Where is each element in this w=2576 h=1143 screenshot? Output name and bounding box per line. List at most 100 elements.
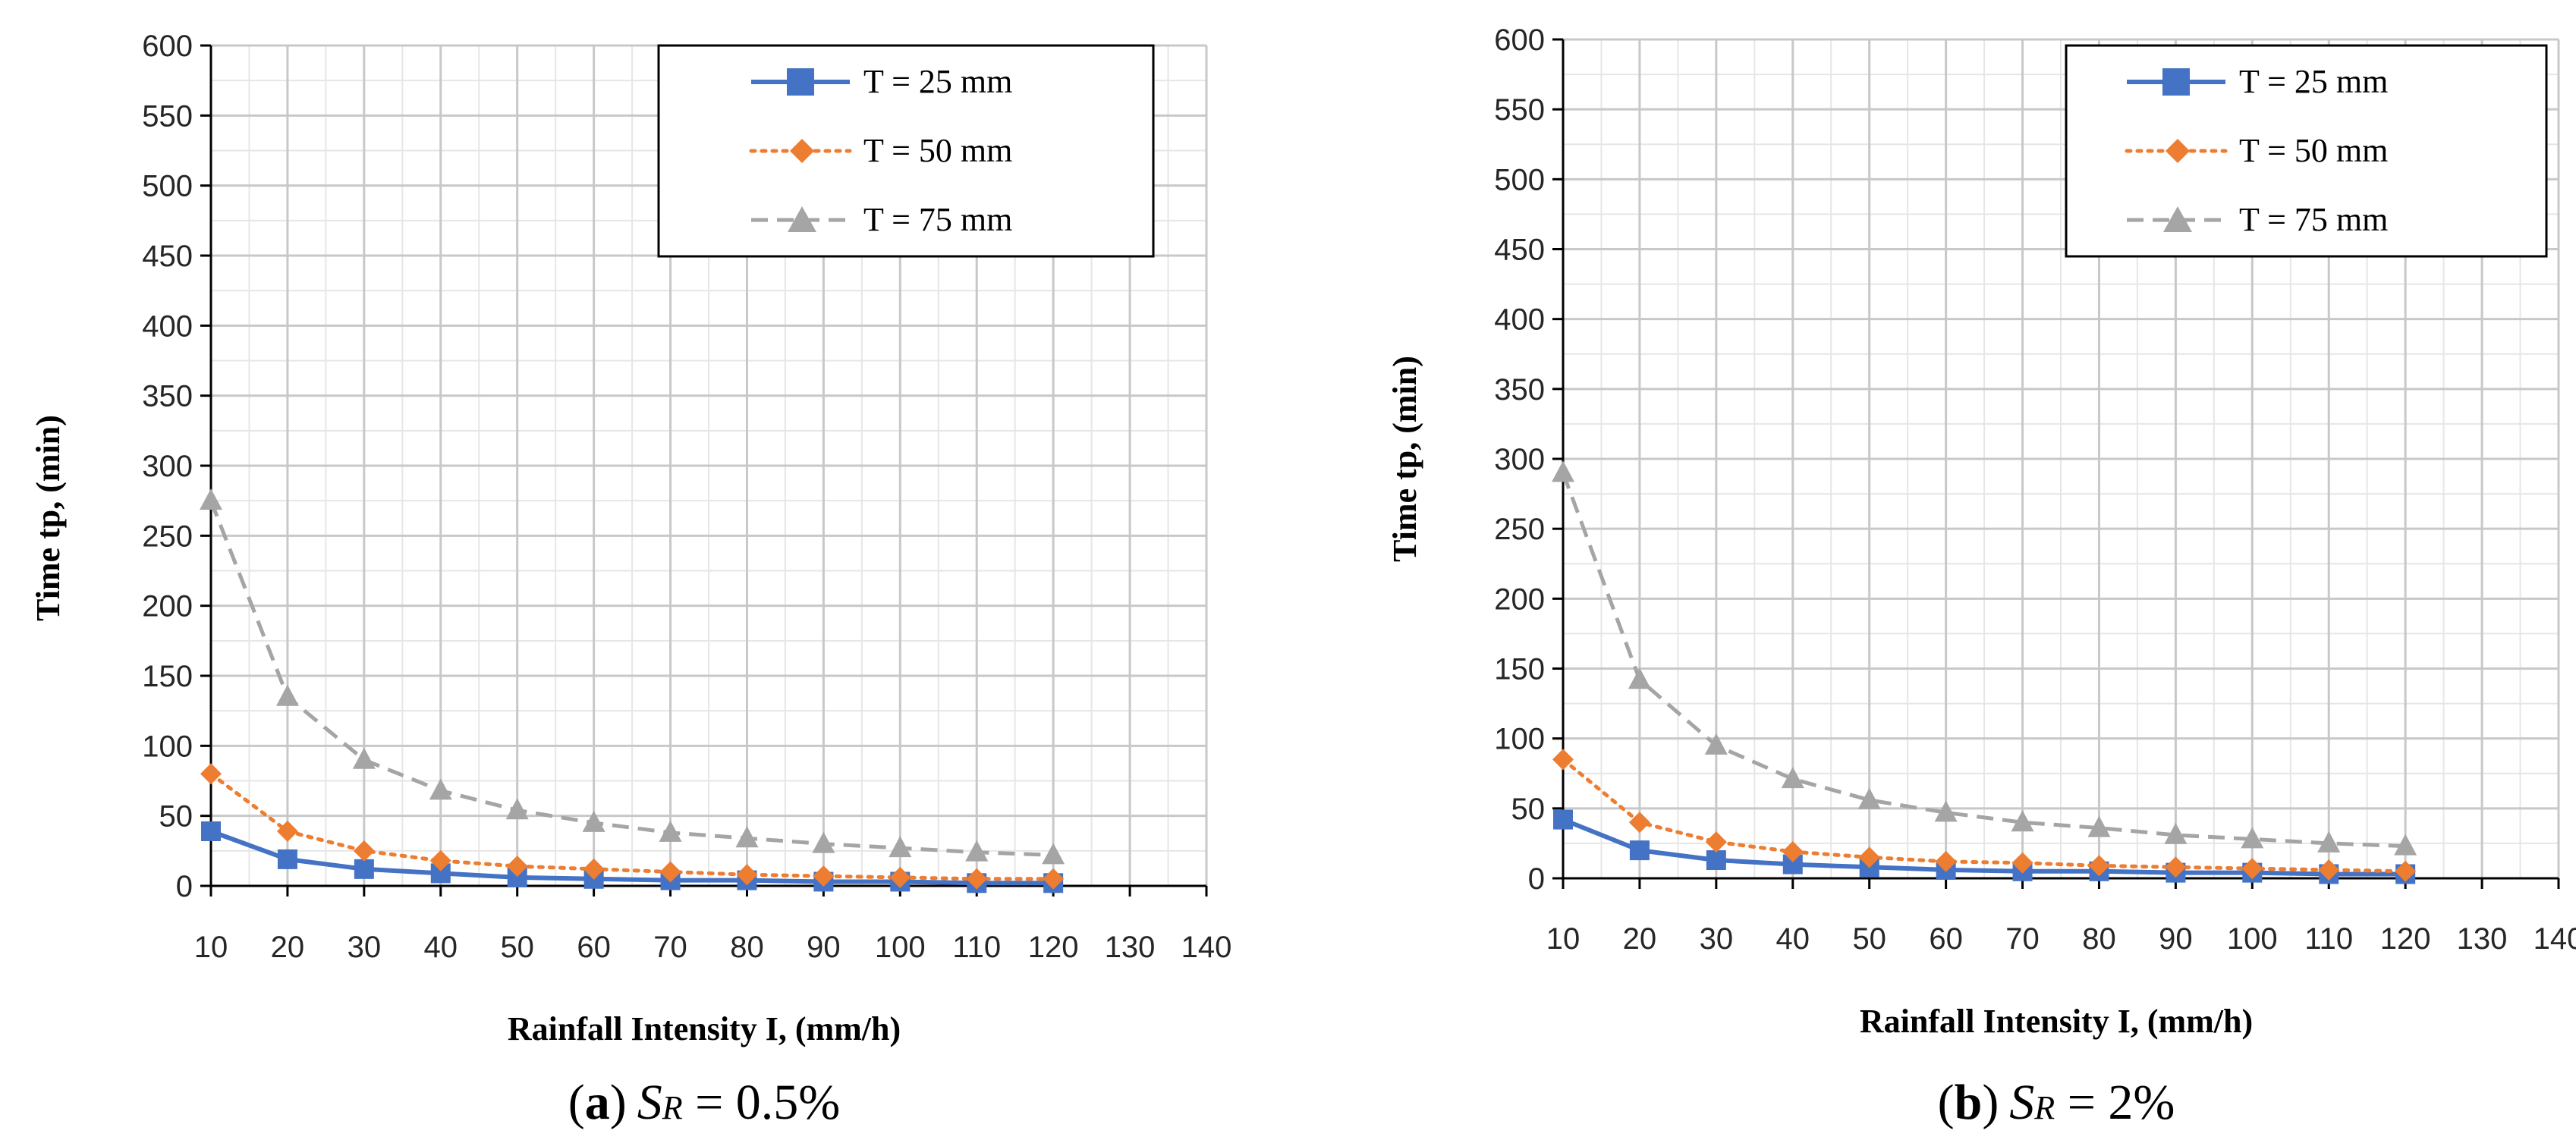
legend-triangle-icon bbox=[2163, 206, 2192, 232]
data-point-triangle bbox=[352, 747, 376, 769]
axes bbox=[1552, 38, 2560, 889]
data-point-diamond bbox=[2011, 852, 2033, 874]
y-tick-label: 450 bbox=[142, 240, 193, 273]
legend-entry-1: T = 25 mm bbox=[751, 63, 1012, 100]
x-tick-label: 80 bbox=[2082, 922, 2116, 956]
x-axis-label: Rainfall Intensity I, (mm/h) bbox=[1860, 1003, 2253, 1040]
legend-label-2: T = 50 mm bbox=[863, 132, 1012, 169]
y-tick-label: 350 bbox=[1494, 373, 1545, 407]
caption-paren-open: ( bbox=[568, 1075, 585, 1130]
legend-entry-2: T = 50 mm bbox=[749, 132, 1012, 169]
y-tick-label: 250 bbox=[142, 520, 193, 553]
x-tick-label: 140 bbox=[2534, 922, 2576, 956]
legend-square-icon bbox=[787, 68, 814, 96]
data-point-diamond bbox=[1935, 850, 1957, 872]
x-tick-label: 30 bbox=[1700, 922, 1734, 956]
data-point-square bbox=[277, 849, 297, 869]
data-point-triangle bbox=[429, 778, 452, 800]
series-line-1 bbox=[209, 829, 1054, 886]
x-tick-label: 120 bbox=[2380, 922, 2431, 956]
caption-a: (a) SR = 0.5% bbox=[568, 1075, 841, 1130]
y-tick-label: 200 bbox=[142, 590, 193, 623]
data-point-diamond bbox=[966, 868, 988, 890]
data-point-triangle bbox=[2317, 831, 2341, 853]
legend-diamond-icon bbox=[2166, 139, 2190, 163]
y-tick-labels: 0 50 100 150 200 250 300 350 400 450 500 550 600 bbox=[1494, 24, 1545, 896]
y-axis-label: Time tp, (min) bbox=[1386, 356, 1423, 562]
data-point-triangle bbox=[889, 836, 912, 858]
y-tick-label: 400 bbox=[1494, 303, 1545, 337]
x-tick-label: 140 bbox=[1181, 931, 1232, 964]
data-point-triangle bbox=[2394, 834, 2417, 856]
data-point-diamond bbox=[889, 866, 911, 888]
x-tick-labels: 10 20 30 40 50 60 70 80 90 100 110 120 130 140 bbox=[1546, 922, 2576, 956]
series-line-1 bbox=[1562, 817, 2406, 877]
caption-var: S bbox=[637, 1075, 662, 1130]
data-point-diamond bbox=[1043, 868, 1065, 890]
caption-subscript: R bbox=[2033, 1089, 2055, 1126]
legend-square-icon bbox=[2162, 68, 2190, 96]
x-tick-labels: 10 20 30 40 50 60 70 80 90 100 110 120 130 140 bbox=[194, 931, 1232, 964]
x-tick-label: 30 bbox=[348, 931, 382, 964]
series-line-2 bbox=[209, 771, 1055, 881]
data-point-triangle bbox=[1704, 733, 1728, 755]
data-point-square bbox=[201, 821, 221, 841]
data-point-diamond bbox=[429, 849, 451, 871]
x-tick-label: 60 bbox=[1929, 922, 1963, 956]
data-point-square bbox=[354, 859, 374, 879]
data-point-triangle bbox=[965, 840, 989, 862]
data-point-diamond bbox=[1705, 831, 1727, 853]
data-point-diamond bbox=[659, 861, 681, 883]
data-point-triangle bbox=[1857, 787, 1881, 809]
x-tick-label: 40 bbox=[424, 931, 458, 964]
data-point-diamond bbox=[353, 840, 375, 862]
series-lines bbox=[1561, 472, 2408, 877]
data-point-diamond bbox=[736, 864, 758, 886]
y-tick-label: 200 bbox=[1494, 582, 1545, 616]
caption-paren-close: ) bbox=[610, 1075, 627, 1130]
y-tick-label: 50 bbox=[1511, 793, 1546, 826]
x-tick-label: 40 bbox=[1776, 922, 1810, 956]
chart-panel-b: 0 50 100 150 200 250 300 350 400 450 500 550 600 10 2… bbox=[1386, 24, 2576, 1130]
x-tick-label: 130 bbox=[1105, 931, 1156, 964]
caption-b: (b) SR = 2% bbox=[1938, 1075, 2175, 1130]
data-point-triangle bbox=[1781, 767, 1804, 789]
gridlines bbox=[1563, 38, 2560, 878]
x-tick-label: 130 bbox=[2457, 922, 2508, 956]
data-point-triangle bbox=[812, 831, 835, 853]
y-tick-labels: 0 50 100 150 200 250 300 350 400 450 500 550 600 bbox=[142, 30, 193, 903]
x-tick-label: 100 bbox=[2227, 922, 2278, 956]
y-tick-label: 0 bbox=[176, 870, 193, 903]
y-axis-label: Time tp, (min) bbox=[30, 415, 67, 621]
data-point-triangle bbox=[582, 810, 605, 832]
series-line-2 bbox=[1561, 757, 2408, 874]
y-tick-label: 450 bbox=[1494, 234, 1545, 267]
caption-paren-close: ) bbox=[1982, 1075, 1999, 1130]
series-lines bbox=[209, 500, 1055, 886]
x-tick-label: 120 bbox=[1028, 931, 1079, 964]
y-tick-label: 500 bbox=[142, 170, 193, 203]
caption-rest: = 0.5% bbox=[683, 1075, 841, 1130]
y-tick-label: 400 bbox=[142, 309, 193, 343]
data-point-diamond bbox=[2395, 860, 2417, 882]
x-tick-label: 90 bbox=[2159, 922, 2193, 956]
data-point-diamond bbox=[813, 865, 835, 887]
series-markers bbox=[200, 488, 1065, 893]
data-point-triangle bbox=[200, 488, 222, 510]
caption-rest: = 2% bbox=[2055, 1075, 2175, 1130]
data-point-triangle bbox=[1552, 460, 1574, 482]
legend-entry-3: T = 75 mm bbox=[2127, 201, 2388, 238]
data-point-square bbox=[1629, 840, 1650, 861]
x-tick-label: 100 bbox=[875, 931, 926, 964]
data-point-square bbox=[1553, 809, 1573, 830]
legend-label-3: T = 75 mm bbox=[2239, 201, 2388, 238]
data-point-diamond bbox=[2241, 858, 2263, 880]
x-tick-label: 20 bbox=[1623, 922, 1657, 956]
data-point-triangle bbox=[735, 826, 759, 848]
legend: T = 25 mm T = 50 mm T = 75 mm bbox=[657, 44, 1155, 258]
legend-entry-3: T = 75 mm bbox=[751, 201, 1012, 238]
x-tick-label: 70 bbox=[653, 931, 687, 964]
legend-entry-2: T = 50 mm bbox=[2125, 132, 2388, 169]
chart-panel-a: 0 50 100 150 200 250 300 350 400 450 500 550 600 10 2… bbox=[30, 30, 1231, 1130]
